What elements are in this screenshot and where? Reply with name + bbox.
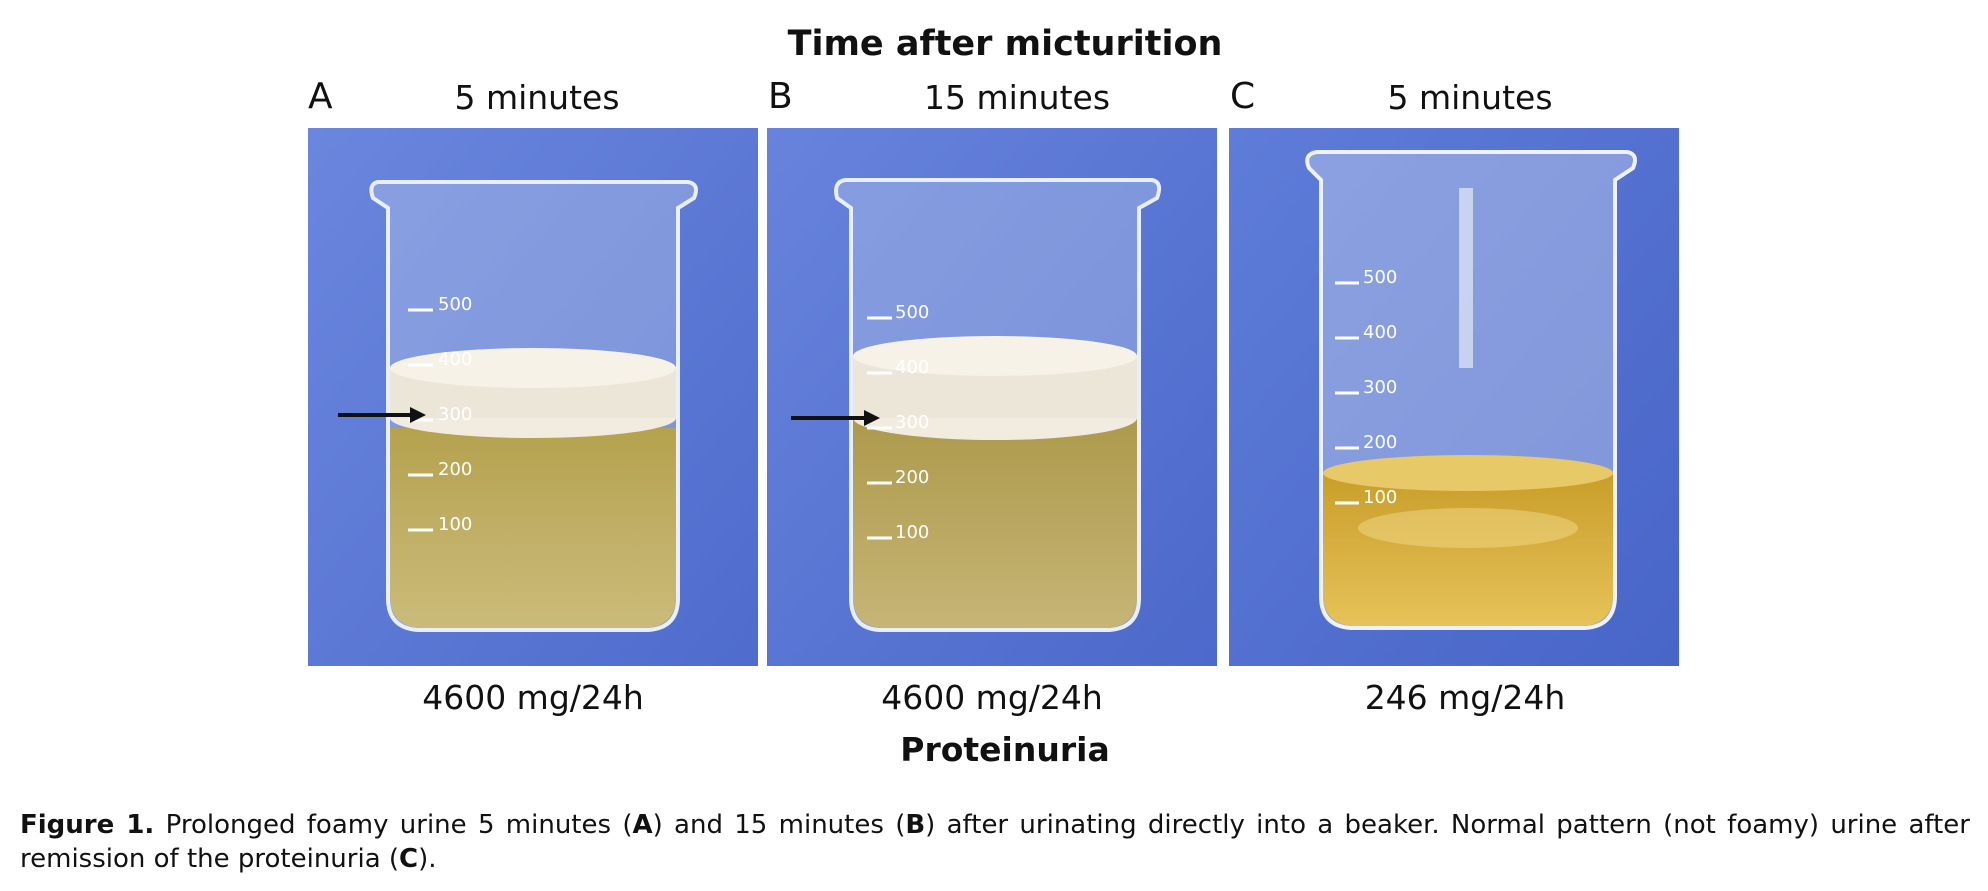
scale-a-500: 500	[438, 294, 472, 315]
scale-c-300: 300	[1363, 377, 1397, 398]
proteinuria-label: Proteinuria	[900, 730, 1110, 769]
caption-label: Figure 1.	[20, 810, 155, 840]
arrow-icon	[791, 410, 880, 426]
scale-b-500: 500	[895, 302, 929, 323]
scale-a-300: 300	[438, 404, 472, 425]
scale-c-400: 400	[1363, 322, 1397, 343]
caption-text-1: Prolonged foamy urine 5 minutes (	[154, 810, 633, 840]
scale-b-200: 200	[895, 467, 929, 488]
scale-c-500: 500	[1363, 267, 1397, 288]
panel-c-proteinuria: 246 mg/24h	[1364, 678, 1566, 717]
panel-b-proteinuria: 4600 mg/24h	[881, 678, 1103, 717]
caption-text-4: ).	[418, 844, 437, 874]
panel-a-time: 5 minutes	[454, 78, 620, 117]
beaker-a-image: 500 400 300 200 100	[308, 128, 758, 666]
panel-b-time: 15 minutes	[923, 78, 1111, 117]
panel-c-letter: C	[1230, 76, 1256, 117]
scale-b-300: 300	[895, 412, 929, 433]
scale-b-400: 400	[895, 357, 929, 378]
caption-ref-c: C	[399, 844, 419, 874]
caption-ref-b: B	[905, 810, 926, 840]
panel-b-letter: B	[768, 76, 793, 117]
scale-c-200: 200	[1363, 432, 1397, 453]
scale-c-100: 100	[1363, 487, 1397, 508]
beaker-c-image: 500 400 300 200 100	[1229, 128, 1679, 666]
caption-text-3: ) after urinating directly into a beaker…	[20, 810, 1970, 874]
panel-a-photo: 500 400 300 200 100	[308, 128, 758, 666]
panel-c-time: 5 minutes	[1387, 78, 1553, 117]
scale-b-100: 100	[895, 522, 929, 543]
caption-text-2: ) and 15 minutes (	[652, 810, 906, 840]
caption-ref-a: A	[632, 810, 653, 840]
scale-a-100: 100	[438, 514, 472, 535]
panel-b-photo: 500 400 300 200 100	[767, 128, 1217, 666]
beaker-b-image: 500 400 300 200 100	[767, 128, 1217, 666]
panel-c-photo: 500 400 300 200 100	[1229, 128, 1679, 666]
arrow-icon	[338, 407, 426, 423]
panel-a-letter: A	[308, 76, 333, 117]
scale-a-200: 200	[438, 459, 472, 480]
scale-a-400: 400	[438, 349, 472, 370]
figure-title: Time after micturition	[787, 24, 1223, 64]
figure-caption: Figure 1. Prolonged foamy urine 5 minute…	[20, 808, 1970, 876]
panel-a-proteinuria: 4600 mg/24h	[422, 678, 644, 717]
